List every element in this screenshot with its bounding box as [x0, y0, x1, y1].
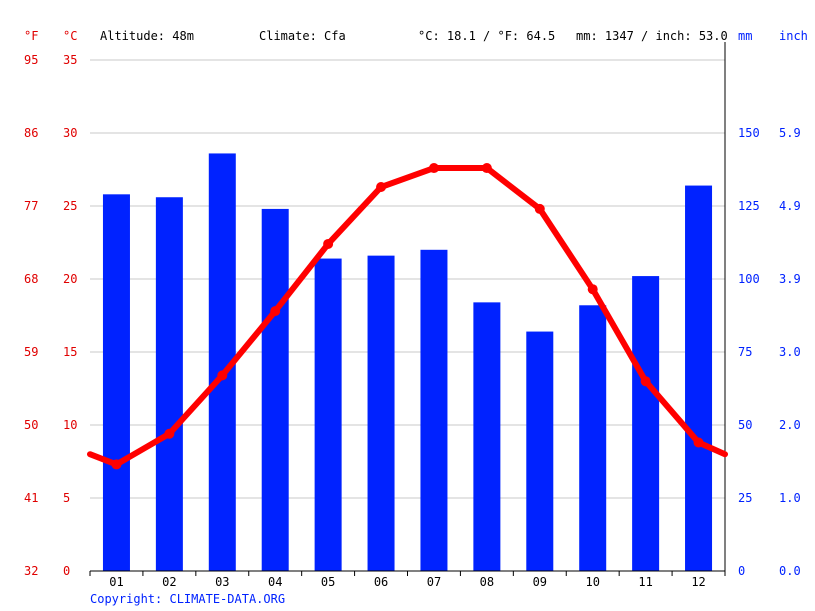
tick-labels: 32 0 41 5 50 10 59 15 68 20 77 25 86 30 95 35 0 0.0 25 1.0 5… — [24, 53, 801, 589]
unit-f-label: °F — [24, 29, 38, 43]
mm-tick-label: 150 — [738, 126, 760, 140]
precipitation-bar — [155, 197, 183, 572]
temperature-point — [376, 182, 387, 193]
precipitation-bar — [473, 302, 501, 571]
precipitation-bar — [102, 194, 130, 571]
fahrenheit-tick-label: 86 — [24, 126, 38, 140]
mm-tick-label: 0 — [738, 564, 745, 578]
month-tick-label: 09 — [533, 575, 547, 589]
temperature-series-line — [87, 165, 728, 468]
mm-tick-label: 125 — [738, 199, 760, 213]
celsius-tick-label: 30 — [63, 126, 77, 140]
unit-inch-label: inch — [779, 29, 808, 43]
temperature-point — [164, 428, 175, 439]
celsius-tick-label: 10 — [63, 418, 77, 432]
celsius-tick-label: 15 — [63, 345, 77, 359]
fahrenheit-tick-label: 68 — [24, 272, 38, 286]
fahrenheit-tick-label: 95 — [24, 53, 38, 67]
fahrenheit-tick-label: 32 — [24, 564, 38, 578]
temperature-point — [111, 459, 122, 470]
precipitation-bar — [420, 249, 448, 572]
month-tick-label: 03 — [215, 575, 229, 589]
inch-tick-label: 3.9 — [779, 272, 801, 286]
precipitation-bar — [685, 185, 713, 571]
fahrenheit-tick-label: 50 — [24, 418, 38, 432]
temperature-line — [87, 163, 728, 470]
precipitation-bar — [526, 331, 554, 571]
month-tick-label: 12 — [691, 575, 705, 589]
climate-label: Climate: Cfa — [259, 29, 346, 43]
temperature-point — [534, 203, 545, 214]
month-tick-label: 02 — [162, 575, 176, 589]
unit-mm-label: mm — [738, 29, 752, 43]
precipitation-bar — [632, 276, 660, 571]
inch-tick-label: 0.0 — [779, 564, 801, 578]
month-tick-label: 05 — [321, 575, 335, 589]
mm-tick-label: 50 — [738, 418, 752, 432]
fahrenheit-tick-label: 59 — [24, 345, 38, 359]
precipitation-bar — [261, 208, 289, 572]
temperature-point — [270, 306, 281, 317]
temperature-point — [481, 163, 492, 174]
month-tick-label: 08 — [480, 575, 494, 589]
temperature-point — [323, 238, 334, 249]
mm-tick-label: 100 — [738, 272, 760, 286]
temperature-point — [640, 376, 651, 387]
temperature-point — [217, 370, 228, 381]
inch-tick-label: 4.9 — [779, 199, 801, 213]
inch-tick-label: 5.9 — [779, 126, 801, 140]
month-tick-label: 04 — [268, 575, 282, 589]
month-tick-label: 01 — [109, 575, 123, 589]
precipitation-bar — [367, 255, 395, 571]
inch-tick-label: 2.0 — [779, 418, 801, 432]
fahrenheit-tick-label: 77 — [24, 199, 38, 213]
mm-tick-label: 75 — [738, 345, 752, 359]
celsius-tick-label: 20 — [63, 272, 77, 286]
copyright-link[interactable]: Copyright: CLIMATE-DATA.ORG — [90, 592, 286, 606]
precipitation-bar — [314, 258, 342, 571]
precip-total-label: mm: 1347 / inch: 53.0 — [576, 29, 728, 43]
unit-c-label: °C — [63, 29, 77, 43]
grid — [90, 59, 725, 499]
altitude-label: Altitude: 48m — [100, 29, 194, 43]
fahrenheit-tick-label: 41 — [24, 491, 38, 505]
temperature-point — [693, 437, 704, 448]
temperature-point — [428, 163, 439, 174]
month-tick-label: 10 — [585, 575, 599, 589]
celsius-tick-label: 0 — [63, 564, 70, 578]
mm-tick-label: 25 — [738, 491, 752, 505]
month-tick-label: 07 — [427, 575, 441, 589]
precipitation-bar — [579, 305, 607, 571]
month-tick-label: 06 — [374, 575, 388, 589]
celsius-tick-label: 5 — [63, 491, 70, 505]
inch-tick-label: 3.0 — [779, 345, 801, 359]
month-tick-label: 11 — [638, 575, 652, 589]
celsius-tick-label: 25 — [63, 199, 77, 213]
celsius-tick-label: 35 — [63, 53, 77, 67]
axes — [89, 42, 726, 576]
precipitation-bars — [102, 153, 713, 572]
temperature-point — [587, 284, 598, 295]
inch-tick-label: 1.0 — [779, 491, 801, 505]
avg-temp-label: °C: 18.1 / °F: 64.5 — [418, 29, 555, 43]
